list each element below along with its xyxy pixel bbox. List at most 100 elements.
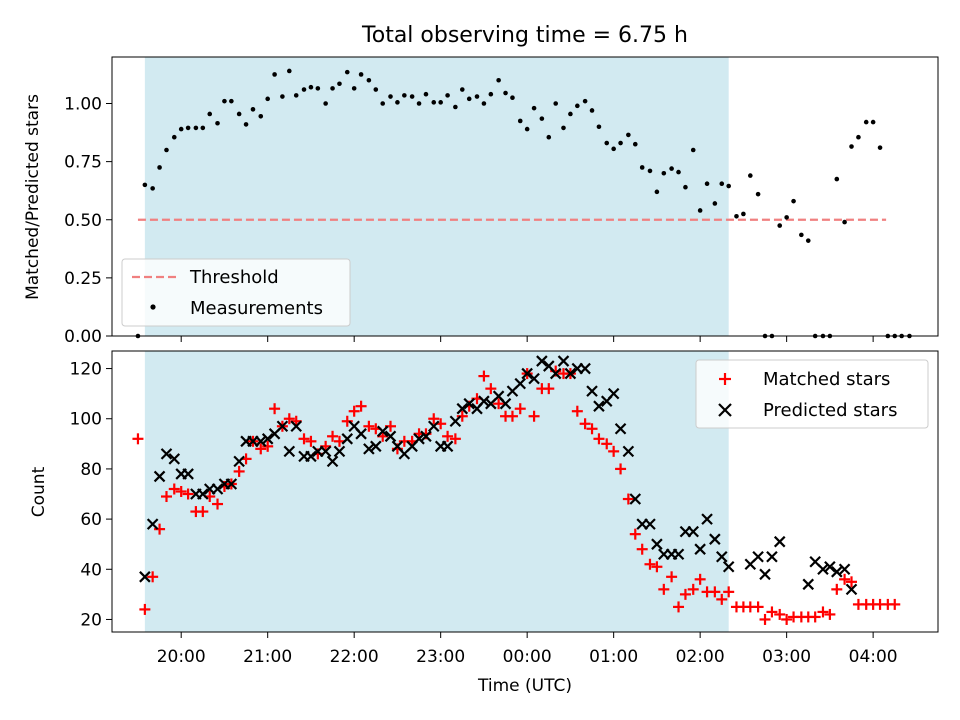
matched-star-marker: [679, 588, 691, 600]
matched-star-marker: [514, 403, 526, 415]
matched-star-marker: [363, 420, 375, 432]
matched-star-marker: [478, 370, 490, 382]
measurement-point: [358, 72, 364, 77]
measurement-point: [690, 147, 696, 153]
predicted-star-marker: [341, 433, 354, 445]
measurement-point: [877, 145, 883, 150]
measurement-point: [178, 126, 184, 132]
measurement-point: [423, 91, 429, 97]
measurement-point: [568, 111, 573, 117]
measurement-point: [546, 134, 552, 140]
matched-star-marker: [298, 433, 310, 445]
bottom-x-tick-label: 03:00: [762, 647, 811, 667]
measurement-point: [200, 125, 206, 131]
measurement-point: [863, 119, 869, 125]
measurement-point: [330, 86, 335, 91]
measurement-point: [171, 134, 177, 140]
matched-star-marker: [528, 410, 540, 422]
top-y-axis-label: Matched/Predicted stars: [23, 94, 43, 300]
matched-star-marker: [723, 586, 735, 598]
matched-star-marker: [333, 435, 345, 447]
predicted-star-marker: [363, 443, 375, 455]
top-legend-threshold-label: Threshold: [189, 267, 279, 288]
measurement-point: [639, 165, 645, 170]
measurement-point: [193, 125, 199, 131]
measurement-point: [344, 69, 350, 75]
predicted-star-marker: [478, 395, 490, 407]
measurement-point: [250, 107, 256, 112]
bottom-x-tick-label: 23:00: [416, 647, 465, 667]
matched-star-marker: [212, 498, 224, 510]
predicted-star-marker: [845, 583, 858, 596]
predicted-star-marker: [283, 445, 296, 458]
bottom-observing-window: [144, 351, 729, 632]
bottom-y-tick-label: 60: [80, 510, 102, 530]
matched-star-marker: [132, 433, 144, 445]
measurement-point: [416, 101, 422, 106]
measurement-point: [453, 104, 458, 110]
measurement-point: [719, 181, 725, 187]
predicted-star-marker: [456, 402, 469, 415]
measurement-point: [626, 132, 631, 138]
measurement-point: [849, 144, 854, 149]
matched-star-marker: [449, 433, 461, 445]
measurement-point: [438, 100, 443, 105]
bottom-y-ticks: 20 40 60 80 100 120: [70, 360, 112, 630]
predicted-star-marker: [326, 455, 339, 468]
matched-star-marker: [348, 405, 360, 417]
measurement-point: [488, 91, 494, 97]
predicted-star-marker: [355, 428, 367, 440]
predicted-star-marker: [672, 548, 685, 561]
predicted-star-marker: [709, 533, 721, 545]
predicted-star-marker: [499, 397, 512, 410]
top-x-ticks: [180, 336, 874, 342]
matched-star-marker: [759, 613, 771, 625]
predicted-star-marker: [182, 468, 194, 480]
measurement-point: [431, 100, 437, 105]
measurement-point: [596, 124, 602, 130]
measurement-point: [870, 119, 876, 125]
measurement-point: [243, 122, 249, 127]
predicted-star-marker: [370, 440, 382, 453]
measurement-point: [402, 93, 407, 98]
measurement-point: [604, 140, 610, 146]
matched-star-marker: [154, 523, 166, 535]
matched-star-marker: [355, 400, 367, 412]
predicted-star-marker: [384, 430, 397, 443]
predicted-star-marker: [715, 550, 728, 563]
predicted-star-marker: [831, 566, 843, 578]
predicted-star-marker: [614, 422, 627, 435]
matched-star-marker: [493, 398, 505, 410]
measurement-point: [272, 72, 277, 77]
matched-star-marker: [593, 433, 605, 445]
bottom-predicted-points: [139, 355, 858, 596]
predicted-star-marker: [687, 525, 700, 538]
matched-star-marker: [636, 543, 648, 555]
matched-star-marker: [752, 601, 764, 613]
matched-star-marker: [716, 593, 728, 605]
bottom-plot-frame: [111, 350, 939, 633]
top-y-tick-label: 0.50: [64, 211, 102, 231]
measurement-point: [185, 125, 191, 131]
matched-star-marker: [147, 571, 159, 583]
bottom-y-tick-label: 100: [70, 410, 102, 430]
bottom-matched-points: [132, 365, 901, 625]
measurement-point: [466, 96, 472, 102]
measurement-point: [777, 223, 783, 228]
predicted-star-marker: [376, 425, 389, 438]
predicted-star-marker: [701, 513, 713, 525]
matched-star-marker: [622, 493, 634, 505]
predicted-star-marker: [722, 560, 735, 573]
predicted-star-marker: [752, 550, 764, 563]
measurement-point: [654, 189, 660, 195]
matched-star-marker: [456, 410, 468, 422]
matched-star-marker: [846, 576, 858, 588]
bottom-legend-matched-swatch: [719, 373, 731, 385]
measurement-point: [236, 111, 242, 117]
matched-star-marker: [766, 606, 778, 618]
measurement-point: [373, 87, 379, 92]
matched-star-marker: [651, 561, 663, 573]
measurement-point: [351, 86, 357, 91]
bottom-legend-predicted-label: Predicted stars: [763, 400, 897, 421]
